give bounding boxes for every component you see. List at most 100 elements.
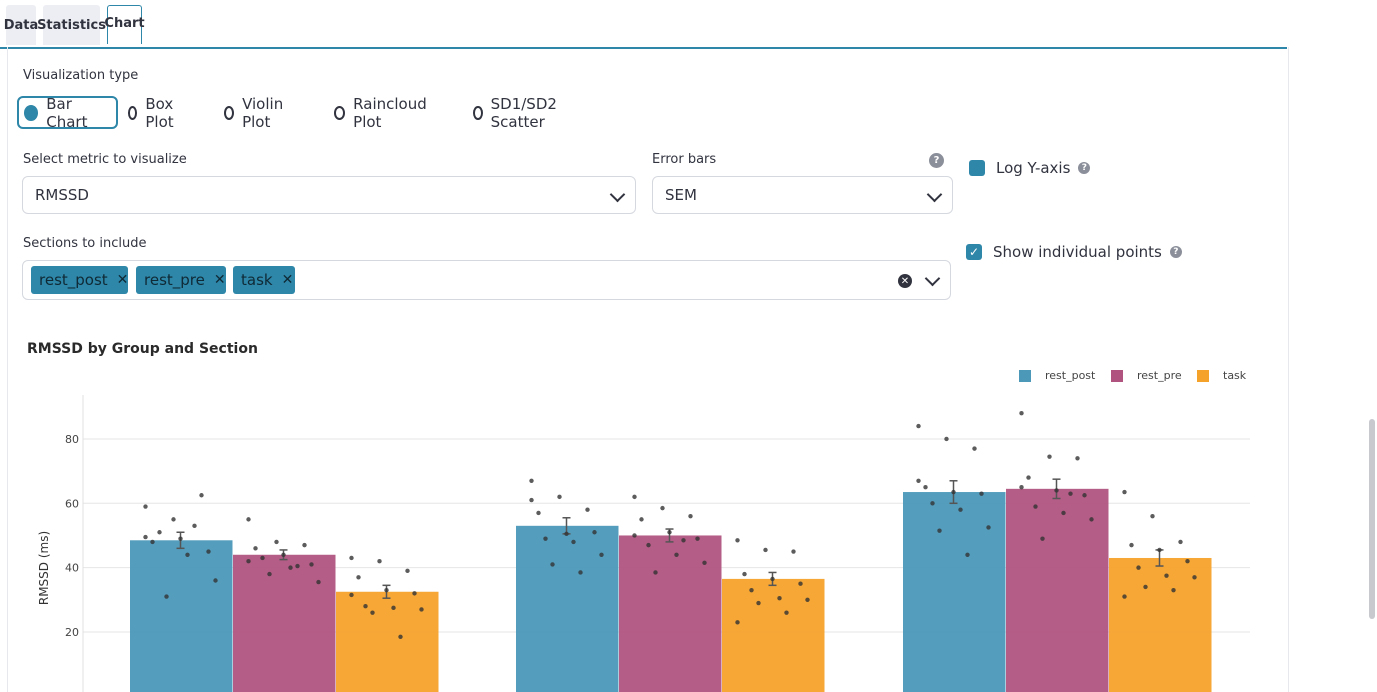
data-point bbox=[199, 493, 204, 498]
data-point bbox=[288, 565, 293, 570]
data-point bbox=[979, 491, 984, 496]
tab-chart[interactable]: Chart bbox=[104, 5, 145, 44]
data-point bbox=[1136, 565, 1141, 570]
data-point bbox=[1019, 485, 1024, 490]
data-point bbox=[667, 530, 672, 535]
tab-statistics[interactable]: Statistics bbox=[37, 5, 106, 45]
data-point bbox=[735, 620, 740, 625]
data-point bbox=[557, 494, 562, 500]
data-point bbox=[749, 587, 754, 593]
remove-chip-icon[interactable]: ✕ bbox=[281, 272, 294, 288]
bar bbox=[1006, 488, 1109, 692]
data-point bbox=[260, 555, 265, 561]
remove-chip-icon[interactable]: ✕ bbox=[116, 272, 129, 288]
data-point bbox=[246, 517, 251, 522]
show-points-checkbox[interactable]: ✓ Show individual points ? bbox=[966, 243, 1182, 261]
data-point bbox=[370, 610, 375, 615]
radio-bar-chart[interactable]: Bar Chart bbox=[17, 95, 118, 131]
data-point bbox=[398, 634, 403, 639]
data-point bbox=[585, 507, 590, 512]
data-point bbox=[742, 571, 747, 577]
data-point bbox=[791, 549, 796, 554]
data-point bbox=[391, 605, 396, 611]
clear-all-icon[interactable]: ✕ bbox=[898, 274, 912, 288]
data-point bbox=[529, 497, 534, 503]
data-point bbox=[192, 523, 197, 529]
data-point bbox=[777, 595, 782, 601]
radio-violin-plot[interactable]: Violin Plot bbox=[224, 95, 287, 131]
data-point bbox=[536, 510, 541, 516]
data-point bbox=[1068, 491, 1073, 496]
data-point bbox=[185, 552, 190, 557]
help-icon[interactable]: ? bbox=[1078, 162, 1091, 174]
data-point bbox=[798, 581, 803, 586]
radio-icon bbox=[224, 105, 235, 120]
data-point bbox=[1164, 573, 1169, 578]
chevron-down-icon bbox=[924, 270, 941, 287]
legend-swatch bbox=[1111, 369, 1123, 382]
error-bars-label: Error bars bbox=[652, 152, 717, 167]
legend-item-rest-post[interactable]: rest_post bbox=[1019, 369, 1095, 382]
radio-raincloud-plot[interactable]: Raincloud Plot bbox=[334, 95, 430, 131]
data-point bbox=[1150, 513, 1155, 519]
data-point bbox=[578, 570, 583, 575]
data-point bbox=[756, 600, 761, 606]
data-point bbox=[419, 607, 424, 612]
chevron-down-icon bbox=[609, 186, 626, 203]
data-point bbox=[143, 504, 148, 509]
chevron-down-icon bbox=[926, 186, 943, 203]
data-point bbox=[681, 538, 686, 543]
data-point bbox=[1040, 536, 1045, 541]
help-icon[interactable]: ? bbox=[1169, 246, 1182, 258]
data-point bbox=[937, 528, 942, 533]
metric-select[interactable]: RMSSD bbox=[22, 176, 636, 214]
data-point bbox=[1171, 587, 1176, 593]
data-point bbox=[164, 594, 169, 599]
data-point bbox=[274, 539, 279, 545]
data-point bbox=[213, 578, 218, 583]
remove-chip-icon[interactable]: ✕ bbox=[213, 272, 226, 288]
data-point bbox=[1192, 575, 1197, 580]
section-chip[interactable]: rest_pre ✕ bbox=[136, 266, 226, 294]
data-point bbox=[529, 478, 534, 483]
data-point bbox=[695, 536, 700, 541]
data-point bbox=[930, 501, 935, 506]
legend-swatch bbox=[1019, 369, 1031, 382]
data-point bbox=[688, 513, 693, 519]
data-point bbox=[1185, 558, 1190, 564]
legend-swatch bbox=[1197, 369, 1209, 382]
radio-icon bbox=[334, 105, 346, 120]
radio-sd-scatter[interactable]: SD1/SD2 Scatter bbox=[473, 95, 561, 131]
data-point bbox=[592, 530, 597, 535]
radio-box-plot[interactable]: Box Plot bbox=[128, 95, 178, 131]
scrollbar[interactable] bbox=[1369, 419, 1375, 619]
viz-type-label: Visualization type bbox=[23, 68, 139, 83]
data-point bbox=[206, 549, 211, 554]
tab-data[interactable]: Data bbox=[4, 5, 38, 45]
help-icon[interactable]: ? bbox=[929, 153, 944, 168]
section-chip[interactable]: task ✕ bbox=[233, 266, 295, 294]
data-point bbox=[1143, 584, 1148, 590]
data-point bbox=[1129, 542, 1134, 548]
bar bbox=[130, 540, 233, 692]
section-chip[interactable]: rest_post ✕ bbox=[31, 266, 128, 294]
data-point bbox=[632, 494, 637, 500]
data-point bbox=[309, 562, 314, 567]
bar bbox=[516, 525, 619, 692]
log-y-checkbox[interactable]: Log Y-axis ? bbox=[969, 159, 1091, 177]
legend-item-rest-pre[interactable]: rest_pre bbox=[1111, 369, 1182, 382]
chart-title: RMSSD by Group and Section bbox=[27, 341, 258, 357]
data-point bbox=[150, 539, 155, 545]
error-bars-select[interactable]: SEM bbox=[652, 176, 953, 214]
data-point bbox=[377, 558, 382, 564]
y-tick-label: 60 bbox=[65, 497, 79, 510]
data-point bbox=[1061, 510, 1066, 516]
data-point bbox=[763, 547, 768, 553]
data-point bbox=[405, 568, 410, 574]
data-point bbox=[916, 478, 921, 483]
data-point bbox=[646, 542, 651, 548]
legend-item-task[interactable]: task bbox=[1197, 369, 1246, 382]
bar bbox=[619, 535, 722, 692]
data-point bbox=[1019, 411, 1024, 416]
data-point bbox=[986, 525, 991, 530]
